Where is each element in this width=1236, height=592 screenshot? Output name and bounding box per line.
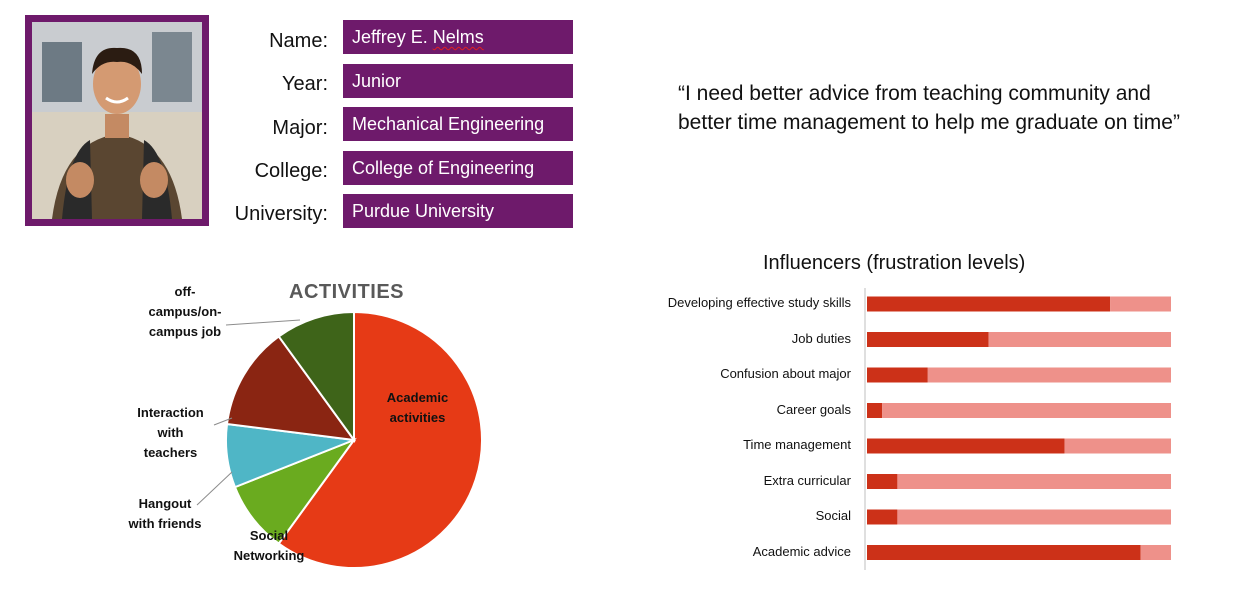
- university-label: University:: [234, 203, 328, 225]
- pie-label-academic: Academic activities: [360, 388, 475, 428]
- pie-label-teachers-line-2: teachers: [143, 445, 198, 460]
- student-quote: “I need better advice from teaching comm…: [678, 79, 1236, 137]
- pie-label-teachers-line-0: Interaction: [137, 405, 204, 420]
- profile-photo-frame: [25, 15, 209, 226]
- year-value: Junior: [343, 64, 573, 98]
- bar-segment-1-0: [867, 332, 989, 347]
- bar-segment-2-1: [927, 367, 1171, 383]
- pie-slice-0: [277, 310, 483, 569]
- pie-label-teachers-line-1: with: [157, 425, 184, 440]
- bar-category-label: Extra curricular: [763, 472, 851, 488]
- bar-category-label: Social: [815, 508, 851, 523]
- profile-photo: [32, 22, 202, 219]
- pie-slice-4: [277, 310, 355, 444]
- pie-label-social-line-1: Networking: [233, 548, 305, 563]
- bar-segment-0-1: [1110, 296, 1171, 312]
- quote-line-1: “I need better advice from teaching comm…: [678, 82, 1151, 105]
- student-portrait-image: [32, 22, 202, 219]
- name-value: Jeffrey E. Nelms: [343, 20, 573, 54]
- bar-segment-7-1: [1140, 545, 1171, 560]
- name-label: Name:: [269, 30, 328, 52]
- major-value: Mechanical Engineering: [343, 107, 573, 141]
- pie-label-social: Social Networking: [224, 526, 314, 566]
- bar-segment-4-0: [867, 438, 1065, 454]
- bar-segment-6-0: [867, 509, 898, 525]
- bar-category-label: Career goals: [776, 401, 851, 417]
- pie-label-job: off-campus/on-campus job: [140, 282, 230, 342]
- college-value: College of Engineering: [343, 151, 573, 185]
- quote-line-2: better time management to help me gradua…: [678, 111, 1180, 134]
- bar-segment-3-1: [882, 403, 1171, 418]
- pie-label-job-line-0: off-: [174, 284, 196, 299]
- pie-label-academic-line-1: activities: [389, 410, 446, 425]
- influencers-chart-title: Influencers (frustration levels): [763, 252, 1026, 274]
- pie-label-job-line-2: campus job: [148, 324, 222, 339]
- bar-segment-2-0: [867, 367, 928, 383]
- college-label: College:: [254, 160, 328, 182]
- pie-label-job-line-1: campus/on-: [148, 304, 222, 319]
- bar-segment-5-0: [867, 474, 898, 489]
- name-surname: Nelms: [432, 27, 484, 47]
- bar-category-label: Academic advice: [752, 543, 851, 559]
- year-label: Year:: [282, 73, 328, 95]
- bar-segment-5-1: [897, 474, 1171, 489]
- bar-segment-3-0: [867, 403, 883, 418]
- bar-category-label: Confusion about major: [720, 366, 851, 381]
- pie-label-academic-line-0: Academic: [386, 390, 449, 405]
- pie-leader-line-0: [225, 319, 301, 326]
- bar-segment-4-1: [1064, 438, 1171, 454]
- pie-leader-line-2: [213, 417, 233, 426]
- pie-label-hangout: Hangout with friends: [120, 494, 210, 534]
- bar-segment-7-0: [867, 545, 1141, 560]
- pie-label-hangout-line-1: with friends: [128, 516, 202, 531]
- pie-leader-line-1: [196, 471, 233, 506]
- pie-label-teachers: Interaction with teachers: [128, 403, 213, 463]
- activities-chart-title: ACTIVITIES: [289, 281, 405, 303]
- university-value: Purdue University: [343, 194, 573, 228]
- bar-segment-6-1: [897, 509, 1171, 525]
- major-label: Major:: [272, 117, 328, 139]
- pie-label-hangout-line-0: Hangout: [138, 496, 192, 511]
- bar-segment-0-0: [867, 296, 1111, 312]
- pie-slice-3: [225, 335, 357, 442]
- bar-category-label: Time management: [743, 437, 851, 452]
- pie-label-social-line-0: Social: [249, 528, 289, 543]
- bar-segment-1-1: [988, 332, 1171, 347]
- bar-category-label: Job duties: [791, 330, 851, 346]
- bar-category-label: Developing effective study skills: [667, 295, 851, 310]
